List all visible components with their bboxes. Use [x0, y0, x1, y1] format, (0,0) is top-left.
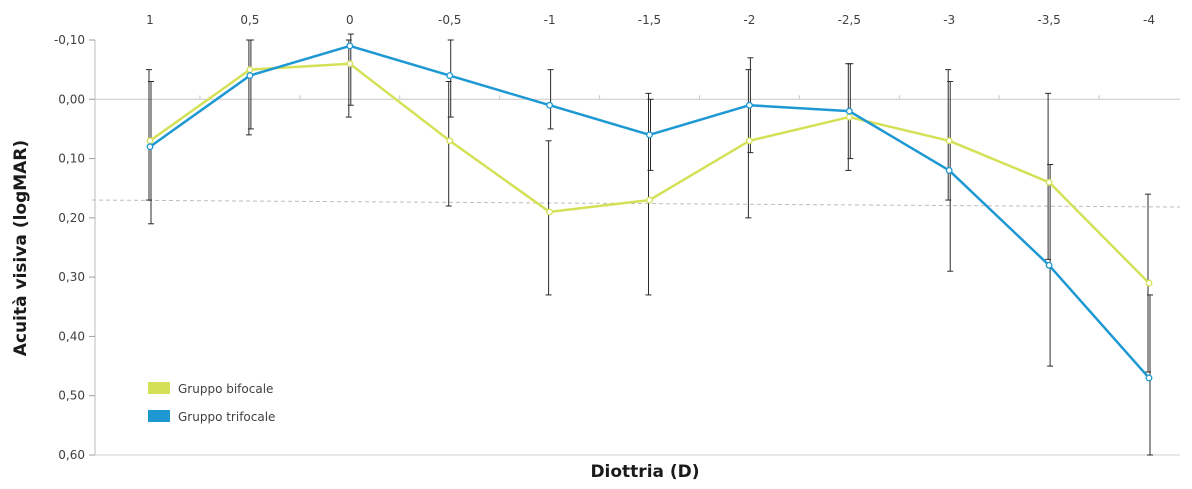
x-tick-label: 0 — [346, 13, 354, 27]
axes — [89, 39, 1180, 456]
point-bifocale — [646, 196, 653, 204]
x-tick-label: -4 — [1143, 13, 1155, 27]
legend-label-trifocale: Gruppo trifocale — [178, 410, 275, 424]
y-axis-title: Acuità visiva (logMAR) — [11, 140, 31, 356]
point-bifocale — [745, 137, 753, 145]
point-bifocale — [945, 137, 953, 145]
point-trifocale — [1045, 261, 1053, 269]
legend-swatch-bifocale — [148, 382, 170, 394]
x-tick-label: -0,5 — [438, 13, 461, 27]
point-bifocale — [446, 137, 454, 145]
x-tick-label: -1,5 — [638, 13, 661, 27]
point-bifocale — [1045, 178, 1053, 186]
x-tick-label: 1 — [146, 13, 154, 27]
y-tick-label: 0,00 — [58, 92, 85, 106]
y-tick-label: 0,10 — [58, 152, 85, 166]
point-trifocale — [646, 131, 653, 139]
legend: Gruppo bifocale Gruppo trifocale — [148, 382, 275, 424]
point-trifocale — [745, 101, 753, 109]
point-trifocale — [346, 42, 354, 50]
y-tick-label: -0,10 — [54, 33, 85, 47]
x-tick-label: -3,5 — [1037, 13, 1060, 27]
x-tick-label: -3 — [943, 13, 955, 27]
reference-line-group — [91, 199, 1181, 208]
series-points — [146, 42, 1153, 382]
x-axis-title: Diottria (D) — [590, 462, 699, 482]
point-trifocale — [546, 101, 554, 109]
point-bifocale — [546, 208, 554, 216]
point-bifocale — [346, 60, 354, 68]
y-tick-label: 0,30 — [58, 270, 85, 284]
point-trifocale — [246, 72, 254, 80]
x-tick-label: -1 — [544, 13, 556, 27]
x-tick-label: -2,5 — [838, 13, 861, 27]
point-trifocale — [446, 72, 454, 80]
x-tick-label: 0,5 — [240, 13, 259, 27]
y-tick-label: 0,20 — [58, 211, 85, 225]
point-bifocale — [146, 137, 154, 145]
error-bars — [146, 33, 1153, 456]
tick-labels: -0,100,000,100,200,300,400,500,601 0,5 0 -0… — [54, 13, 1155, 462]
y-tick-label: 0,40 — [58, 329, 85, 343]
point-trifocale — [845, 107, 853, 115]
legend-swatch-trifocale — [148, 410, 170, 422]
reference-line — [91, 199, 1181, 208]
y-tick-label: 0,50 — [58, 389, 85, 403]
point-bifocale — [1145, 279, 1153, 287]
point-bifocale — [845, 113, 853, 121]
point-bifocale — [246, 66, 254, 74]
legend-label-bifocale: Gruppo bifocale — [178, 382, 273, 396]
point-trifocale — [1145, 374, 1153, 382]
point-trifocale — [945, 166, 953, 174]
x-tick-label: -2 — [743, 13, 755, 27]
y-tick-label: 0,60 — [58, 448, 85, 462]
point-trifocale — [146, 143, 154, 151]
